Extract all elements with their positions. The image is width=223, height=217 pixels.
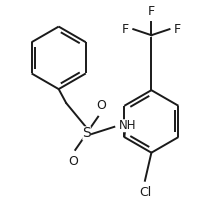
Text: Cl: Cl: [139, 186, 151, 199]
Text: NH: NH: [119, 119, 136, 132]
Text: S: S: [82, 126, 91, 140]
Text: O: O: [68, 155, 78, 168]
Text: O: O: [96, 99, 106, 112]
Text: F: F: [122, 23, 129, 36]
Text: F: F: [174, 23, 181, 36]
Text: F: F: [148, 5, 155, 18]
